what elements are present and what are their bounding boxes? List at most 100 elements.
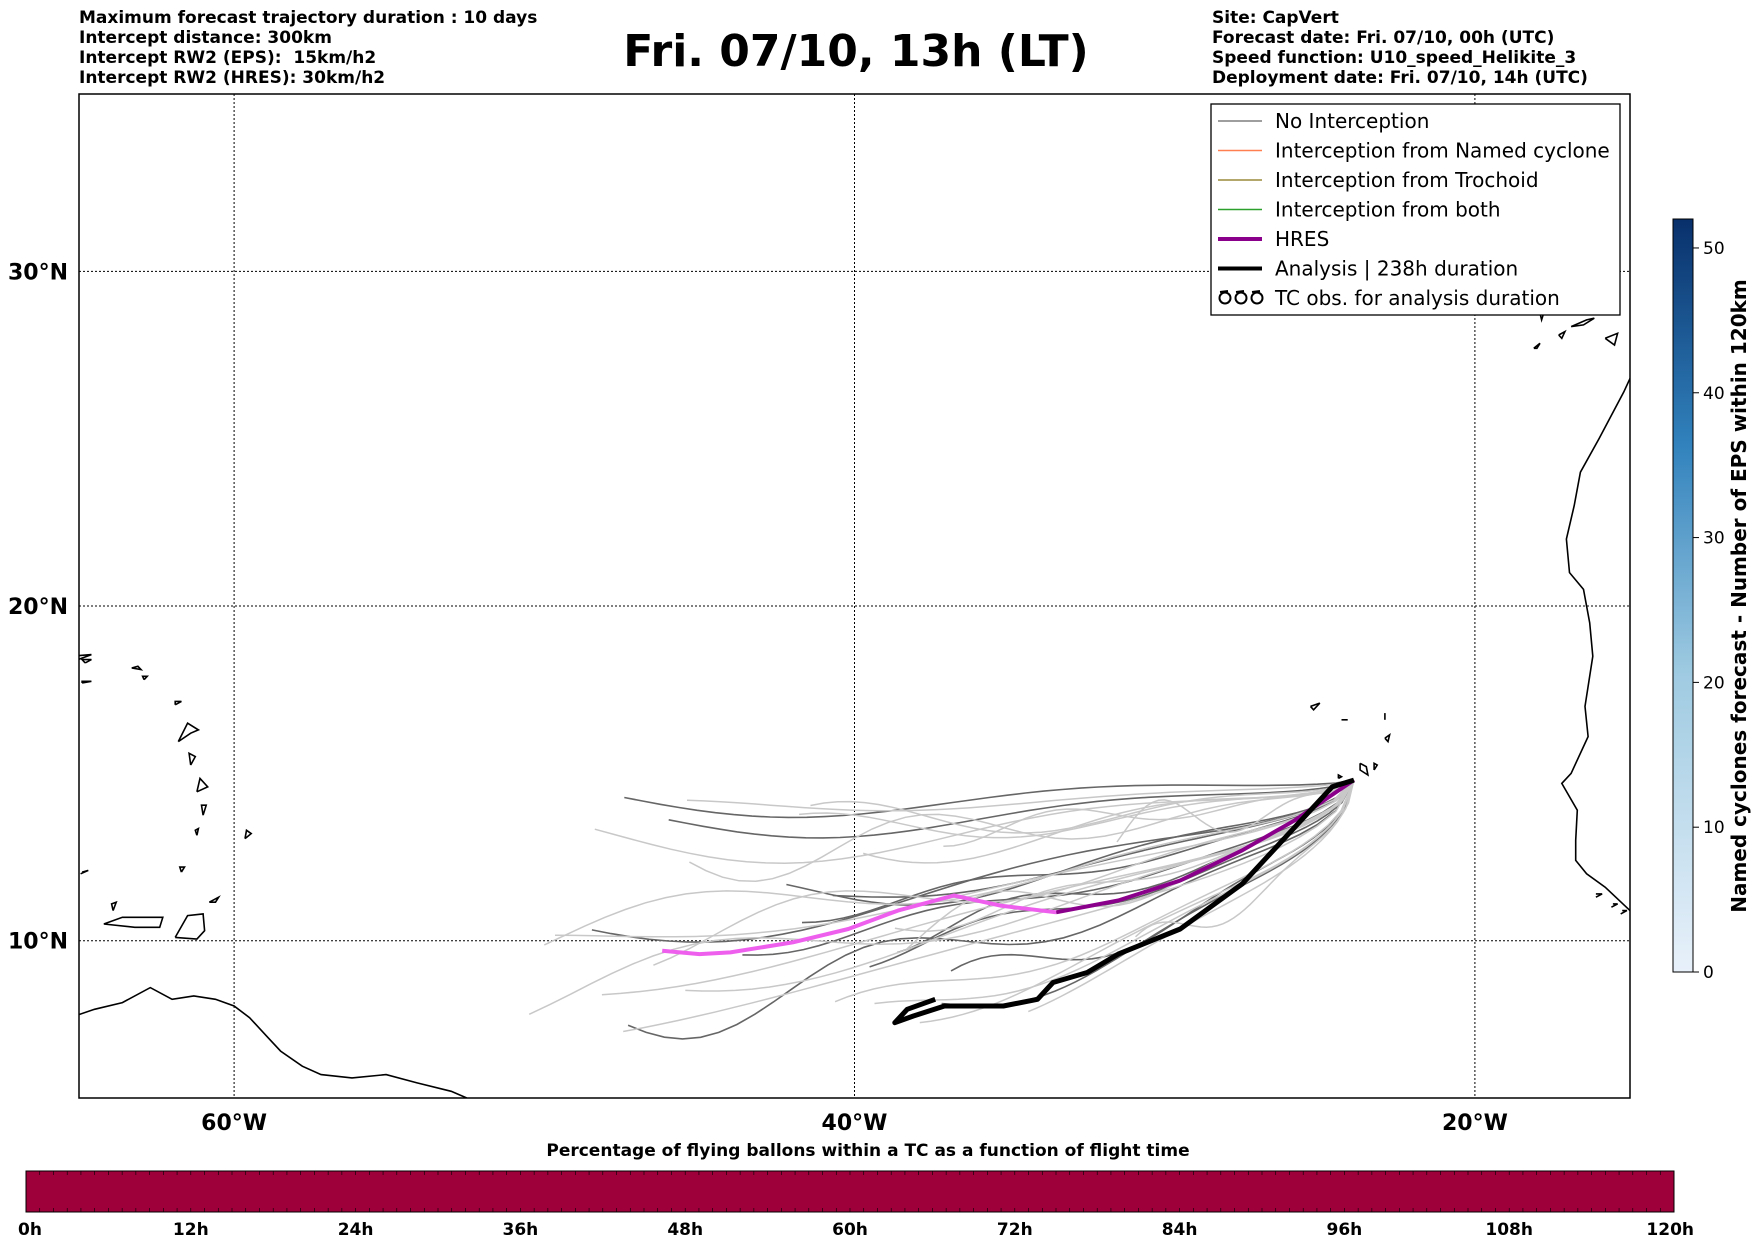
colorbar-tick-label: 10 — [1703, 818, 1725, 838]
coastline-segment — [174, 913, 206, 940]
bottom-colorbar-tick-label: 108h — [1485, 1220, 1533, 1240]
bottom-colorbar-tick-label: 0h — [18, 1220, 42, 1240]
legend-label: Analysis | 238h duration — [1275, 257, 1518, 281]
coastline-segment — [1560, 376, 1630, 912]
eps-trajectory — [810, 779, 1355, 834]
main-trajectories — [662, 777, 1356, 1026]
lat-label: 20°N — [8, 595, 68, 620]
bottom-colorbar-tick-label: 72h — [997, 1220, 1033, 1240]
colorbar-tick-label: 40 — [1703, 384, 1725, 404]
coastline-segment — [131, 665, 144, 671]
coastline-segment — [194, 827, 200, 836]
header-left-line: Intercept distance: 300km — [79, 28, 332, 48]
coastline-segment — [79, 653, 92, 661]
eps-trajectory — [624, 779, 1355, 819]
coastline-segment — [200, 804, 208, 816]
eps-trajectory — [627, 779, 1355, 1040]
legend: No Interception Interception from Named c… — [1210, 103, 1621, 316]
coastline-segment — [1384, 733, 1391, 744]
header-right-line: Speed function: U10_speed_Helikite_3 — [1212, 48, 1577, 68]
eps-trajectory — [894, 779, 1355, 932]
legend-label: TC obs. for analysis duration — [1274, 286, 1560, 310]
coastline-segment — [1620, 909, 1628, 915]
bottom-colorbar-tick-label: 96h — [1327, 1220, 1363, 1240]
header-right-line: Site: CapVert — [1212, 8, 1339, 28]
coastline-segment — [196, 776, 210, 793]
coastline-segment — [178, 866, 186, 873]
coastline-segment — [1570, 317, 1595, 328]
lon-label: 20°W — [1442, 1111, 1508, 1136]
lon-label: 40°W — [822, 1111, 888, 1136]
legend-label: No Interception — [1275, 109, 1429, 133]
hres-track-extension — [662, 893, 1057, 957]
bottom-colorbar-tick-label: 36h — [503, 1220, 539, 1240]
eps-trajectory — [623, 779, 1355, 1033]
right-colorbar-gradient — [1672, 218, 1694, 973]
colorbar-title: Named cyclones forecast - Number of EPS … — [1727, 279, 1751, 913]
lon-label: 60°W — [201, 1111, 267, 1136]
legend-label: Interception from Named cyclone — [1275, 139, 1610, 163]
eps-trajectory — [874, 779, 1355, 1005]
legend-label: HRES — [1275, 227, 1329, 251]
coastline-segment — [79, 986, 468, 1098]
colorbar-tick-label: 20 — [1703, 673, 1725, 693]
bottom-colorbar-tick-label: 60h — [832, 1220, 868, 1240]
header-left-info: Maximum forecast trajectory duration : 1… — [79, 8, 537, 88]
eps-trajectory — [591, 779, 1355, 943]
coastline-segment — [188, 751, 197, 766]
bottom-colorbar: Percentage of flying ballons within a TC… — [18, 1141, 1694, 1240]
coastline-segment — [141, 675, 150, 681]
lat-label: 10°N — [8, 930, 68, 955]
coastline-segment — [1337, 773, 1344, 780]
bottom-colorbar-tick-label: 120h — [1646, 1220, 1694, 1240]
coastline-segment — [80, 658, 92, 664]
coastline-segment — [1309, 702, 1321, 711]
colorbar-tick-label: 30 — [1703, 529, 1725, 549]
header-left-line: Intercept RW2 (EPS): 15km/h2 — [79, 48, 377, 68]
coastline-segment — [81, 680, 92, 684]
analysis-track — [892, 777, 1355, 1026]
coastline-segment — [103, 916, 164, 929]
eps-trajectory — [653, 779, 1355, 966]
coastline-segment — [1359, 762, 1370, 777]
coastline-segment — [1595, 893, 1603, 898]
bottom-colorbar-tick-label: 84h — [1162, 1220, 1198, 1240]
coastline-segment — [1558, 329, 1567, 340]
coastline-segment — [177, 722, 201, 743]
header-left-line: Maximum forecast trajectory duration : 1… — [79, 8, 538, 28]
coastline-segment — [244, 828, 253, 840]
coastline-segment — [1604, 331, 1619, 347]
header-right-line: Deployment date: Fri. 07/10, 14h (UTC) — [1212, 68, 1588, 88]
eps-trajectory — [686, 779, 1355, 812]
header-right-info: Site: CapVert Forecast date: Fri. 07/10, … — [1212, 8, 1588, 88]
longitude-labels: 60°W 40°W 20°W — [201, 1111, 1508, 1136]
bottom-colorbar-tick-label: 24h — [338, 1220, 374, 1240]
eps-trajectory — [668, 779, 1355, 839]
cyclone-symbol-icon — [1218, 290, 1264, 305]
legend-label: Interception from both — [1275, 198, 1501, 222]
coastlines — [79, 307, 1665, 1098]
coastline-segment — [208, 895, 221, 904]
coastline-segment — [1373, 761, 1379, 771]
header-left-line: Intercept RW2 (HRES): 30km/h2 — [79, 68, 386, 88]
eps-trajectory — [863, 779, 1355, 864]
hres-track — [1055, 778, 1356, 915]
page-title: Fri. 07/10, 13h (LT) — [623, 26, 1089, 77]
coastline-segment — [1611, 903, 1618, 908]
latitude-labels: 30°N 20°N 10°N — [8, 260, 68, 954]
coastline-segment — [110, 900, 118, 911]
eps-trajectory — [594, 779, 1355, 864]
bottom-colorbar-tick-label: 12h — [173, 1220, 209, 1240]
bottom-colorbar-bar — [25, 1170, 1675, 1213]
map-frame — [78, 93, 1631, 1099]
coastline-segment — [80, 869, 89, 875]
coastline-segment — [1646, 322, 1665, 335]
coastline-segment — [1533, 342, 1541, 350]
colorbar-tick-label: 50 — [1703, 239, 1725, 259]
eps-trajectory — [834, 779, 1355, 1003]
eps-trajectory — [1135, 779, 1355, 938]
bottom-colorbar-title: Percentage of flying ballons within a TC… — [546, 1141, 1189, 1161]
coastline-segment — [174, 700, 182, 706]
